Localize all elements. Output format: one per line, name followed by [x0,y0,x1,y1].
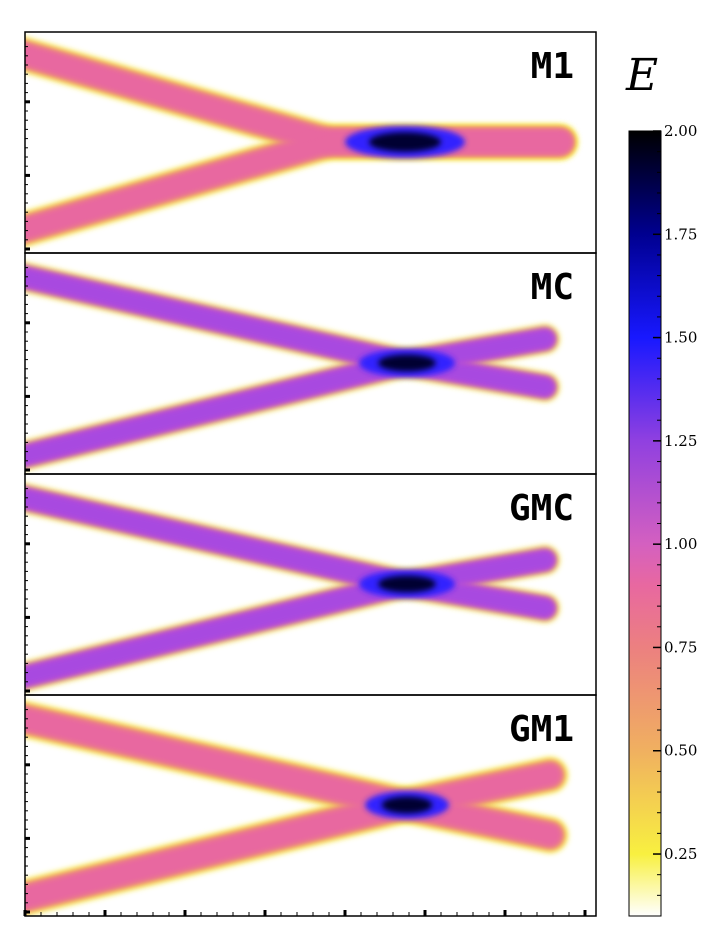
panel-label: GMC [509,488,574,529]
heatmap [25,34,580,250]
colorbar-tick-label: 0.25 [664,845,697,863]
colorbar-tick-label: 2.00 [664,122,697,140]
panel-m1: M1 [24,31,597,254]
heatmap [25,259,562,474]
beam [25,131,571,241]
panel-label: GM1 [509,709,574,750]
colorbar-gradient [628,130,662,917]
panel-frame [24,694,597,917]
colorbar-tick-label: 1.50 [664,329,697,347]
colorbar-tick-label: 1.00 [664,535,697,553]
colorbar-tick-label: 0.75 [664,638,697,656]
core-peak [378,575,436,593]
panel-mc: MC [24,252,597,475]
beam [25,488,555,618]
panel-gmc: GMC [24,473,597,696]
colorbar-tick-label: 1.75 [664,225,697,243]
heatmap [25,480,562,695]
panels: M1 MC GMC GM1 [23,31,597,917]
beam [25,267,555,397]
panel-label: M1 [531,46,574,87]
core-peak [381,796,433,814]
colorbar: E 2.00 1.75 1.50 1.25 1.00 0.75 0.50 0.25 [625,50,697,917]
core-peak [369,132,441,152]
beam [25,329,555,466]
colorbar-tick-label: 0.50 [664,742,697,760]
panel-label: MC [531,267,574,308]
panel-gm1: GM1 [24,694,597,917]
beam [25,550,555,687]
colorbar-tick-label: 1.25 [664,432,697,450]
heatmap [25,697,571,916]
core-peak [378,354,436,372]
colorbar-label: E [625,50,658,101]
